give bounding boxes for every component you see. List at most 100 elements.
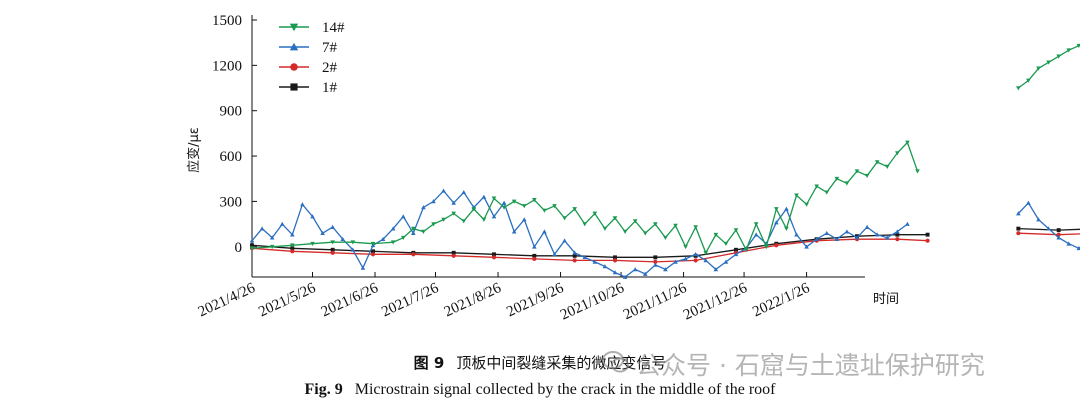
data-point	[330, 240, 335, 245]
series-line	[251, 189, 908, 278]
watermark-text: 公众号 · 石窟与土遗址保护研究	[636, 351, 985, 380]
legend-marker	[290, 83, 298, 91]
data-point	[794, 232, 799, 237]
series-line	[251, 234, 928, 258]
data-point	[925, 232, 930, 237]
data-point	[471, 207, 477, 212]
data-point	[683, 244, 688, 250]
data-point	[1036, 217, 1041, 222]
data-point	[1066, 48, 1072, 53]
data-point	[905, 221, 910, 226]
data-point	[320, 230, 325, 235]
data-point	[572, 207, 577, 212]
data-point	[1016, 226, 1021, 231]
series-line	[1017, 43, 1080, 89]
data-point	[653, 255, 658, 260]
data-point	[602, 226, 608, 231]
data-point	[642, 231, 648, 236]
data-point	[663, 235, 668, 240]
data-point	[592, 211, 598, 216]
data-point	[622, 274, 628, 279]
data-point	[814, 236, 819, 242]
data-point	[532, 244, 537, 249]
data-point	[582, 255, 588, 260]
data-point	[844, 181, 850, 186]
data-point	[290, 249, 295, 254]
x-tick-label: 2021/11/26	[621, 280, 690, 323]
data-point	[743, 247, 749, 253]
data-point	[864, 173, 870, 179]
chart-legend: 14# 7# 2# 1#	[279, 20, 345, 96]
data-point	[734, 247, 738, 252]
data-point	[642, 271, 648, 276]
data-point	[350, 247, 356, 252]
series-7	[249, 188, 1080, 279]
data-point	[612, 270, 618, 275]
data-point	[824, 190, 830, 195]
data-point	[632, 267, 638, 272]
wechat-icon	[602, 350, 630, 380]
data-point	[774, 220, 779, 225]
data-point	[269, 244, 275, 250]
data-point	[884, 164, 890, 169]
data-point	[693, 252, 698, 257]
y-tick-label: 0	[235, 240, 243, 256]
data-point	[390, 240, 396, 245]
x-tick-label: 2021/6/26	[319, 280, 381, 320]
data-point	[360, 265, 366, 270]
data-point	[370, 241, 376, 247]
data-point	[290, 232, 295, 237]
data-point	[249, 246, 255, 251]
caption-cn-label: 图 9	[413, 354, 445, 372]
data-point	[1056, 228, 1061, 233]
data-point	[411, 226, 416, 231]
data-point	[461, 190, 467, 195]
series-line	[1018, 232, 1080, 236]
caption-en-text: Microstrain signal collected by the crac…	[354, 381, 776, 398]
data-point	[774, 243, 779, 248]
y-tick-label: 1200	[212, 58, 242, 74]
legend-marker	[290, 63, 298, 71]
data-point	[683, 256, 688, 261]
data-point	[905, 140, 910, 145]
data-point	[330, 247, 335, 252]
data-point	[673, 223, 678, 228]
data-point	[592, 259, 598, 264]
data-point	[1046, 226, 1051, 231]
data-point	[491, 214, 497, 219]
data-point	[1036, 66, 1041, 71]
data-point	[1016, 211, 1021, 216]
data-point	[854, 169, 860, 174]
data-point	[653, 262, 658, 267]
data-point	[572, 258, 577, 263]
data-point	[602, 264, 608, 269]
data-point	[532, 253, 537, 258]
data-point	[411, 252, 416, 257]
data-point	[713, 232, 719, 237]
legend-label: 2#	[322, 60, 338, 76]
data-point	[350, 240, 356, 245]
data-point	[411, 230, 416, 235]
data-point	[250, 243, 254, 248]
data-point	[390, 226, 396, 231]
y-tick-label: 1500	[212, 13, 242, 29]
data-point	[814, 184, 819, 189]
data-point	[552, 252, 557, 257]
data-point	[663, 267, 668, 272]
y-tick-label: 900	[220, 104, 243, 120]
data-point	[400, 235, 406, 240]
legend-label: 7#	[322, 40, 338, 56]
data-point	[794, 193, 799, 198]
data-point	[582, 222, 588, 227]
data-point	[653, 222, 658, 227]
data-point	[532, 198, 537, 203]
data-point	[572, 253, 577, 258]
y-tick-label: 600	[220, 149, 243, 165]
x-tick-label: 2021/4/26	[196, 280, 258, 320]
data-point	[1016, 86, 1021, 91]
data-point	[249, 238, 255, 243]
data-point	[804, 244, 809, 249]
data-point	[693, 225, 698, 230]
